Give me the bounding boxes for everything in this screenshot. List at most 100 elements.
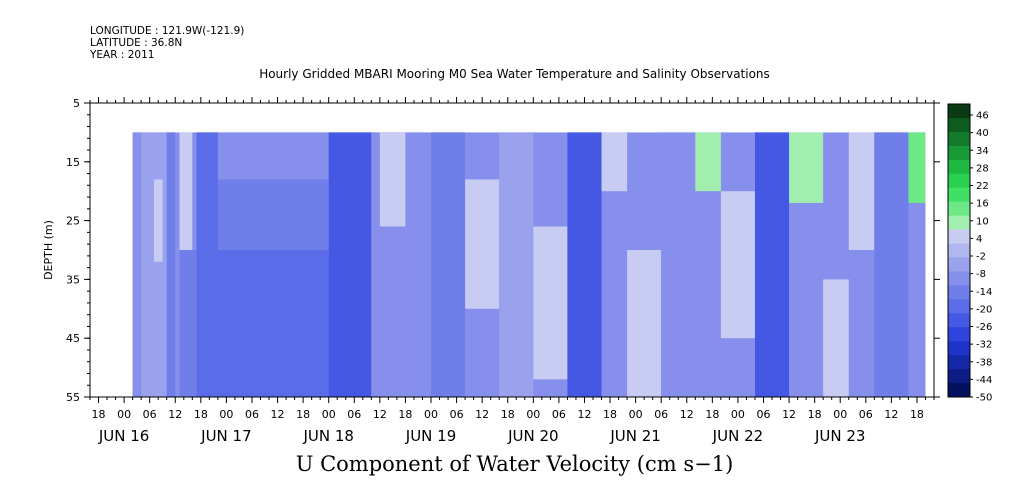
heatmap-area — [132, 132, 926, 397]
colorbar-label: 28 — [976, 163, 989, 174]
x-axis-label: U Component of Water Velocity (cm s−1) — [295, 452, 734, 476]
x-hour-label: 18 — [808, 408, 822, 421]
colorbar-label: -8 — [976, 269, 986, 280]
x-hour-label: 00 — [731, 408, 745, 421]
heatmap-cell — [499, 132, 534, 397]
heatmap-cell — [601, 132, 628, 192]
x-hour-label: 12 — [680, 408, 694, 421]
colorbar-label: -2 — [976, 252, 986, 263]
x-date-label: JUN 17 — [200, 427, 251, 445]
heatmap-cell — [874, 132, 909, 397]
x-hour-label: 00 — [117, 408, 131, 421]
colorbar-swatch — [948, 131, 970, 147]
y-tick-label: 45 — [66, 332, 80, 345]
colorbar-swatch — [948, 104, 970, 119]
colorbar-swatch — [948, 327, 970, 342]
heatmap-cell — [661, 132, 696, 397]
x-hour-label: 12 — [782, 408, 796, 421]
x-date-label: JUN 18 — [302, 427, 353, 445]
longitude-label: LONGITUDE : 121.9W(-121.9) — [90, 25, 245, 37]
x-hour-label: 18 — [603, 408, 617, 421]
x-date-label: JUN 22 — [712, 427, 763, 445]
x-hour-label: 06 — [450, 408, 464, 421]
x-date-label: JUN 20 — [507, 427, 558, 445]
x-date-label: JUN 23 — [814, 427, 865, 445]
heatmap-cell — [217, 250, 329, 397]
x-hour-label: 12 — [168, 408, 182, 421]
x-hour-label: 00 — [424, 408, 438, 421]
colorbar-swatch — [948, 215, 970, 231]
x-hour-label: 00 — [322, 408, 336, 421]
latitude-label: LATITUDE : 36.8N — [90, 37, 183, 49]
colorbar-label: 46 — [976, 111, 989, 122]
x-hour-label: 18 — [194, 408, 208, 421]
y-tick-label: 35 — [66, 273, 80, 286]
heatmap-cell — [720, 191, 755, 339]
colorbar-swatch — [948, 159, 970, 175]
heatmap-cell — [132, 132, 142, 397]
y-tick-label: 25 — [66, 215, 80, 228]
colorbar-swatch — [948, 383, 970, 398]
colorbar-label: 4 — [976, 234, 982, 245]
heatmap-cell — [141, 132, 167, 397]
x-hour-label: 00 — [833, 408, 847, 421]
x-hour-label: 12 — [577, 408, 591, 421]
heatmap-cell — [179, 250, 197, 397]
heatmap-cell — [217, 179, 329, 250]
x-date-label: JUN 19 — [405, 427, 456, 445]
colorbar-swatch — [948, 341, 970, 356]
heatmap-cell — [754, 132, 790, 397]
year-label: YEAR : 2011 — [90, 49, 155, 61]
heatmap-cell — [789, 132, 824, 203]
colorbar-frame — [947, 103, 971, 398]
colorbar-label: 22 — [976, 181, 989, 192]
heatmap-cell — [166, 132, 176, 397]
colorbar-swatch — [948, 145, 970, 161]
colorbar-swatch — [948, 299, 970, 314]
y-tick-label: 55 — [66, 391, 80, 404]
heatmap-cell — [431, 132, 466, 397]
colorbar-swatch — [948, 257, 970, 272]
colorbar-label: -38 — [976, 357, 992, 368]
colorbar-swatch — [948, 187, 970, 203]
x-date-label: JUN 21 — [609, 427, 660, 445]
y-tick-label: 15 — [66, 156, 80, 169]
heatmap-cell — [217, 132, 329, 180]
x-hour-label: 18 — [910, 408, 924, 421]
x-hour-label: 06 — [143, 408, 157, 421]
colorbar-swatch — [948, 117, 970, 133]
x-hour-label: 06 — [347, 408, 361, 421]
heatmap-cell — [328, 132, 372, 397]
heatmap-cell — [179, 132, 193, 250]
y-tick-label: 5 — [73, 97, 80, 110]
colorbar-swatch — [948, 369, 970, 384]
x-axis: 18 00 06 12 18 00 06 12 18 00 06 12 18 00 06 12 18 00 06 12… — [89, 97, 935, 445]
x-hour-label: 06 — [756, 408, 770, 421]
colorbar-swatch — [948, 271, 970, 286]
heatmap-cell — [848, 132, 875, 250]
colorbar-label: -26 — [976, 322, 992, 333]
heatmap-cell — [153, 179, 163, 262]
y-axis-label: DEPTH (m) — [42, 220, 55, 280]
x-hour-label: 18 — [296, 408, 310, 421]
chart-title: Hourly Gridded MBARI Mooring M0 Sea Wate… — [259, 67, 770, 81]
x-hour-label: 06 — [245, 408, 259, 421]
x-hour-label: 12 — [271, 408, 285, 421]
x-hour-label: 06 — [552, 408, 566, 421]
heatmap-cell — [567, 132, 602, 397]
x-hour-label: 06 — [859, 408, 873, 421]
x-hour-label: 12 — [373, 408, 387, 421]
colorbar-label: 16 — [976, 199, 989, 210]
y-axis: 5 15 25 35 45 55 — [66, 97, 940, 404]
x-hour-label: 00 — [219, 408, 233, 421]
x-hour-label: 12 — [475, 408, 489, 421]
x-hour-label: 00 — [526, 408, 540, 421]
x-hour-label: 18 — [92, 408, 106, 421]
heatmap-cell — [465, 179, 500, 309]
heatmap-cell — [379, 132, 406, 227]
colorbar-label: -20 — [976, 304, 992, 315]
heatmap-cell — [908, 132, 926, 203]
colorbar-swatch — [948, 173, 970, 189]
colorbar-label: -14 — [976, 287, 992, 298]
